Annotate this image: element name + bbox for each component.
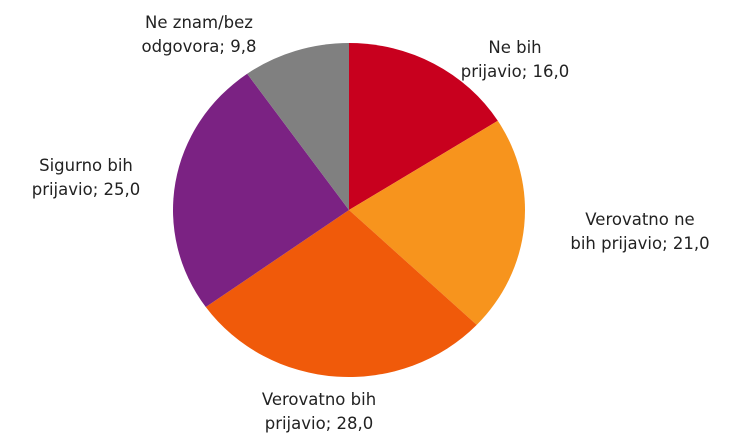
category-name: Ne bih prijavio bbox=[460, 38, 542, 81]
separator: ; bbox=[662, 234, 673, 253]
value-label: 9,8 bbox=[230, 37, 257, 56]
value-label: 25,0 bbox=[103, 180, 141, 199]
pie-slice bbox=[205, 210, 477, 378]
category-name: Verovatno ne bih prijavio bbox=[570, 210, 695, 253]
category-name: Ne znam/bez odgovora bbox=[141, 13, 253, 56]
category-name: Verovatno bih prijavio bbox=[261, 390, 377, 433]
pie-slice bbox=[349, 43, 498, 210]
data-label: Ne bih prijavio; 16,0 bbox=[440, 36, 590, 84]
data-label: Verovatno ne bih prijavio; 21,0 bbox=[553, 208, 728, 256]
category-name: Sigurno bih prijavio bbox=[31, 156, 133, 199]
separator: ; bbox=[219, 37, 231, 56]
separator: ; bbox=[521, 62, 533, 81]
data-label: Sigurno bih prijavio; 25,0 bbox=[11, 154, 161, 202]
pie-slice bbox=[349, 120, 525, 325]
value-label: 28,0 bbox=[336, 414, 374, 433]
separator: ; bbox=[92, 180, 104, 199]
value-label: 21,0 bbox=[672, 234, 710, 253]
separator: ; bbox=[325, 414, 337, 433]
data-label: Ne znam/bez odgovora; 9,8 bbox=[124, 11, 274, 59]
value-label: 16,0 bbox=[532, 62, 570, 81]
pie-slice bbox=[247, 43, 349, 210]
data-label: Verovatno bih prijavio; 28,0 bbox=[232, 388, 407, 436]
pie-slice bbox=[172, 73, 349, 308]
